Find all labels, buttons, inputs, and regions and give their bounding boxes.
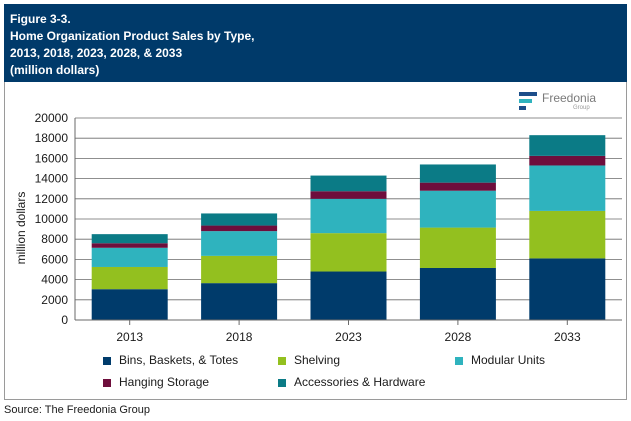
legend-label: Accessories & Hardware bbox=[294, 375, 426, 389]
x-tick-label-2018: 2018 bbox=[226, 330, 253, 344]
stacked-bar-chart: 0 2000 4000 6000 8000 10000 12000 14000 16000 180… bbox=[14, 111, 622, 344]
bar-2023-series-1 bbox=[310, 233, 387, 272]
y-tick-label: 10000 bbox=[35, 212, 69, 226]
x-tick-label-2033: 2033 bbox=[554, 330, 581, 344]
bar-2028-series-3 bbox=[419, 182, 496, 191]
bar-2028-series-4 bbox=[419, 164, 496, 183]
bar-2033-series-0 bbox=[529, 258, 606, 320]
y-tick-label: 0 bbox=[61, 313, 68, 327]
legend-item-0: Bins, Baskets, & Totes bbox=[103, 353, 238, 367]
figure-units: (million dollars) bbox=[10, 63, 100, 77]
bar-2018-series-1 bbox=[201, 255, 278, 284]
bar-2018-series-3 bbox=[201, 225, 278, 232]
figure-title-line-1: Home Organization Product Sales by Type, bbox=[10, 29, 255, 43]
bar-2023-series-0 bbox=[310, 271, 387, 320]
bar-2033-series-3 bbox=[529, 155, 606, 166]
bar-2013-series-3 bbox=[91, 243, 168, 248]
bar-2018-series-4 bbox=[201, 213, 278, 226]
bar-2013-series-0 bbox=[91, 289, 168, 320]
x-tick-label-2013: 2013 bbox=[116, 330, 143, 344]
legend-item-1: Shelving bbox=[278, 353, 340, 367]
legend-item-2: Modular Units bbox=[455, 353, 545, 367]
x-tick-label-2023: 2023 bbox=[335, 330, 362, 344]
legend-swatch bbox=[103, 378, 111, 387]
legend-item-3: Hanging Storage bbox=[103, 375, 209, 389]
legend-swatch bbox=[103, 356, 111, 365]
legend-label: Modular Units bbox=[471, 353, 546, 367]
legend-swatch bbox=[278, 378, 286, 387]
bar-2013-series-2 bbox=[91, 247, 168, 267]
bar-2023-series-4 bbox=[310, 175, 387, 192]
logo-subtext: Group bbox=[573, 105, 590, 111]
chart-frame bbox=[4, 82, 627, 400]
y-tick-label: 20000 bbox=[35, 111, 69, 125]
y-tick-label: 6000 bbox=[41, 252, 68, 266]
freedonia-logo: Freedonia Group bbox=[518, 90, 618, 112]
bar-2023-series-2 bbox=[310, 198, 387, 234]
y-tick-label: 12000 bbox=[35, 192, 69, 206]
figure-title-box: Figure 3-3. Home Organization Product Sa… bbox=[4, 4, 627, 82]
freedonia-logo-icon bbox=[519, 92, 537, 110]
bars bbox=[91, 135, 606, 320]
source-note: Source: The Freedonia Group bbox=[4, 404, 150, 416]
x-tick-label-2028: 2028 bbox=[445, 330, 472, 344]
bar-2028-series-2 bbox=[419, 190, 496, 228]
legend-label: Bins, Baskets, & Totes bbox=[119, 353, 239, 367]
y-tick-label: 4000 bbox=[41, 273, 68, 287]
bar-2033-series-2 bbox=[529, 165, 606, 211]
legend-swatch bbox=[455, 356, 463, 365]
figure-title-line-2: 2013, 2018, 2023, 2028, & 2033 bbox=[10, 46, 183, 60]
y-tick-label: 8000 bbox=[41, 232, 68, 246]
axes: 0 2000 4000 6000 8000 10000 12000 14000 16000 180… bbox=[35, 111, 622, 344]
bar-2023-series-3 bbox=[310, 191, 387, 199]
bar-2013-series-1 bbox=[91, 266, 168, 290]
bar-2018-series-2 bbox=[201, 231, 278, 256]
figure-number: Figure 3-3. bbox=[10, 12, 71, 26]
y-tick-label: 14000 bbox=[35, 172, 69, 186]
y-tick-label: 16000 bbox=[35, 151, 69, 165]
y-tick-label: 2000 bbox=[41, 293, 68, 307]
bar-2028-series-1 bbox=[419, 227, 496, 268]
legend-item-4: Accessories & Hardware bbox=[278, 375, 425, 389]
bar-2033-series-4 bbox=[529, 135, 606, 156]
legend-label: Hanging Storage bbox=[119, 375, 210, 389]
bar-2018-series-0 bbox=[201, 283, 278, 320]
logo-text: Freedonia bbox=[542, 91, 597, 105]
legend-swatch bbox=[278, 356, 286, 365]
bar-2028-series-0 bbox=[419, 267, 496, 320]
legend-label: Shelving bbox=[294, 353, 341, 367]
y-axis-label: million dollars bbox=[14, 192, 28, 265]
y-tick-label: 18000 bbox=[35, 131, 69, 145]
bar-2033-series-1 bbox=[529, 210, 606, 259]
bar-2013-series-4 bbox=[91, 234, 168, 244]
